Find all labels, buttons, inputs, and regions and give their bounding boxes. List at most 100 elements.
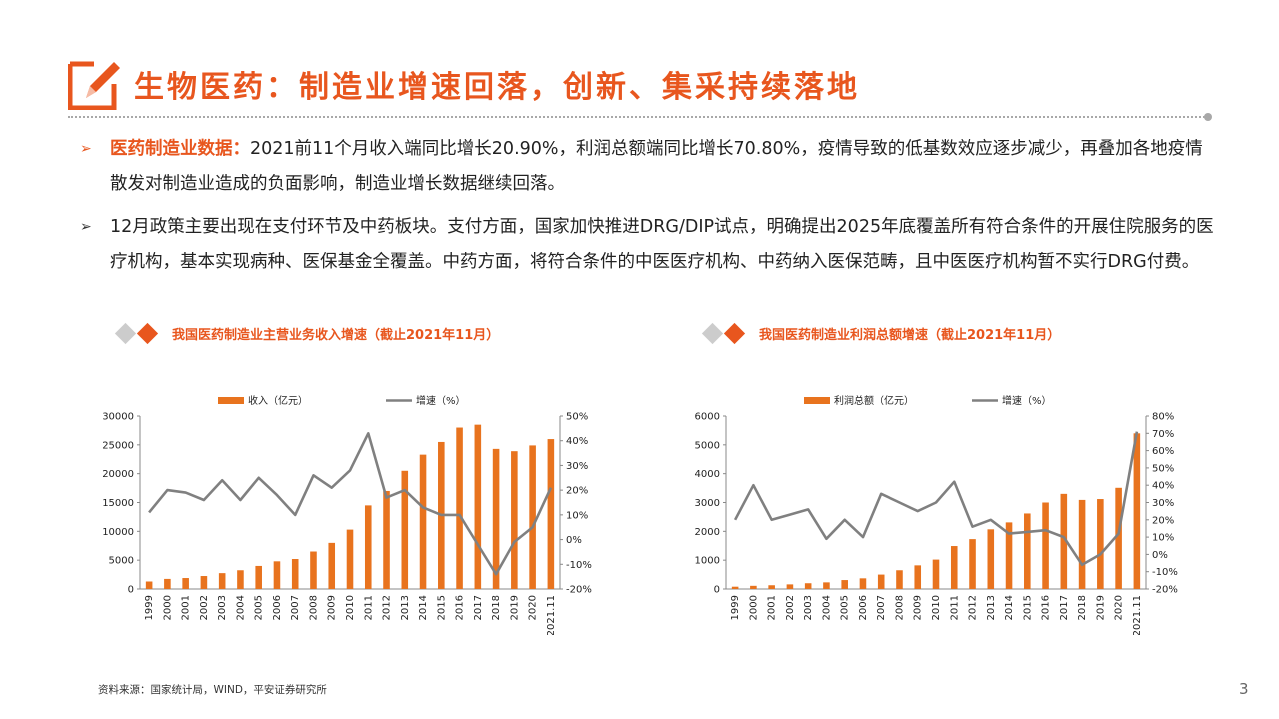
bar-2011 xyxy=(364,505,372,589)
bar-2012 xyxy=(969,539,976,589)
y-left-tick-label: 10000 xyxy=(102,527,134,538)
bullet-manufacturing-data: ➢ 医药制造业数据：2021前11个月收入端同比增长20.90%，利润总额端同比… xyxy=(80,132,1220,202)
bar-2014 xyxy=(1005,522,1013,589)
x-tick-label: 2001 xyxy=(181,595,192,620)
y-right-tick-label: -10% xyxy=(566,560,592,571)
y-left-tick-label: 30000 xyxy=(102,412,134,423)
bar-2016 xyxy=(1042,502,1049,589)
y-right-tick-label: 60% xyxy=(1152,446,1174,457)
bar-2011 xyxy=(950,546,958,589)
y-left-tick-label: 6000 xyxy=(695,412,720,423)
bar-2013 xyxy=(401,470,409,589)
bar-2015 xyxy=(1024,513,1031,589)
x-tick-label: 2009 xyxy=(913,595,924,620)
chart-legend: 收入（亿元） 增速（%） xyxy=(218,394,466,407)
bullet-text: 医药制造业数据：2021前11个月收入端同比增长20.90%，利润总额端同比增长… xyxy=(110,132,1220,202)
x-tick-label: 1999 xyxy=(144,595,155,620)
x-tick-label: 2002 xyxy=(785,595,796,620)
x-tick-label: 2017 xyxy=(473,595,484,620)
y-right-tick-label: 10% xyxy=(566,510,588,521)
bar-2003 xyxy=(218,573,226,589)
bar-2020 xyxy=(1115,487,1122,589)
bar-2002 xyxy=(786,584,794,589)
x-tick-label: 2019 xyxy=(509,595,520,620)
x-tick-label: 2016 xyxy=(455,595,466,620)
x-tick-label: 2006 xyxy=(272,595,283,620)
x-tick-label: 2020 xyxy=(1114,595,1125,620)
x-tick-label: 2007 xyxy=(876,595,887,620)
x-tick-label: 2016 xyxy=(1041,595,1052,620)
y-left-tick-label: 5000 xyxy=(695,440,720,451)
chart-title: 我国医药制造业主营业务收入增速（截止2021年11月） xyxy=(172,328,500,343)
bar-2018 xyxy=(1078,499,1086,589)
bar-2020 xyxy=(529,445,536,589)
orange-diamond-icon xyxy=(136,322,159,345)
x-tick-label: 2010 xyxy=(931,595,942,620)
bullet-highlight: 医药制造业数据： xyxy=(110,139,250,159)
bar-2010 xyxy=(932,559,940,589)
bar-2007 xyxy=(877,574,885,589)
bar-2009 xyxy=(328,542,336,589)
x-tick-label: 2019 xyxy=(1095,595,1106,620)
x-tick-label: 2004 xyxy=(235,595,246,620)
bar-2021.11 xyxy=(547,439,555,589)
y-left-tick-label: 3000 xyxy=(695,498,720,509)
x-tick-label: 2005 xyxy=(840,595,851,620)
y-left-tick-label: 1000 xyxy=(695,556,720,567)
x-tick-label: 2012 xyxy=(968,595,979,620)
bar-2017 xyxy=(1060,493,1068,589)
y-right-tick-label: 10% xyxy=(1152,533,1174,544)
divider-end-dot xyxy=(1204,113,1212,121)
y-left-tick-label: 25000 xyxy=(102,440,134,451)
bullet-arrow-icon: ➢ xyxy=(80,141,92,157)
bullet-policy: ➢ 12月政策主要出现在支付环节及中药板块。支付方面，国家加快推进DRG/DIP… xyxy=(80,210,1220,280)
x-tick-label: 2004 xyxy=(821,595,832,620)
y-left-tick-label: 0 xyxy=(714,585,720,596)
y-right-tick-label: 0% xyxy=(1152,550,1168,561)
y-right-tick-label: 50% xyxy=(566,412,588,423)
profit-chart: 利润总额（亿元） 增速（%） 0 1000 2000 3000 4000 5000 6000 -2… xyxy=(695,394,1178,635)
legend-bar-swatch xyxy=(804,397,830,404)
legend-label: 增速（%） xyxy=(416,394,466,407)
y-right-tick-label: 80% xyxy=(1152,412,1174,423)
bullet-text: 12月政策主要出现在支付环节及中药板块。支付方面，国家加快推进DRG/DIP试点… xyxy=(110,210,1220,280)
x-tick-label: 2009 xyxy=(327,595,338,620)
y-right-tick-label: 20% xyxy=(1152,515,1174,526)
y-right-tick-label: 20% xyxy=(566,486,588,497)
bar-2005 xyxy=(841,580,848,589)
bar-2013 xyxy=(987,529,995,589)
chart-title: 我国医药制造业利润总额增速（截止2021年11月） xyxy=(759,328,1061,343)
y-right-tick-label: 50% xyxy=(1152,463,1174,474)
bar-2003 xyxy=(804,583,812,589)
x-tick-label: 1999 xyxy=(730,595,741,620)
bar-2007 xyxy=(291,559,299,589)
bar-2009 xyxy=(914,565,922,589)
legend-bar-swatch xyxy=(218,397,244,404)
legend-label: 收入（亿元） xyxy=(248,394,308,407)
x-tick-label: 2011 xyxy=(949,595,960,620)
bar-2010 xyxy=(346,529,354,589)
y-right-tick-label: 30% xyxy=(566,461,588,472)
x-tick-label: 2000 xyxy=(162,595,173,620)
page-title: 生物医药：制造业增速回落，创新、集采持续落地 xyxy=(134,70,860,105)
y-left-tick-label: 2000 xyxy=(695,527,720,538)
y-right-tick-label: 70% xyxy=(1152,429,1174,440)
y-right-tick-label: 30% xyxy=(1152,498,1174,509)
orange-diamond-icon xyxy=(723,322,746,345)
pencil-logo-icon xyxy=(68,61,120,110)
x-tick-label: 2011 xyxy=(363,595,374,620)
x-tick-label: 2020 xyxy=(528,595,539,620)
x-tick-label: 2013 xyxy=(400,595,411,620)
bar-2016 xyxy=(456,427,463,589)
x-tick-label: 2012 xyxy=(382,595,393,620)
bar-2002 xyxy=(200,576,208,589)
x-tick-label: 2017 xyxy=(1059,595,1070,620)
x-tick-label: 2008 xyxy=(894,595,905,620)
y-left-tick-label: 4000 xyxy=(695,469,720,480)
bar-2019 xyxy=(1097,499,1104,589)
x-tick-label: 2014 xyxy=(418,595,429,620)
bar-2008 xyxy=(896,570,903,589)
x-tick-label: 2010 xyxy=(345,595,356,620)
bullet-body: 12月政策主要出现在支付环节及中药板块。支付方面，国家加快推进DRG/DIP试点… xyxy=(110,217,1214,272)
bar-2006 xyxy=(859,578,867,589)
